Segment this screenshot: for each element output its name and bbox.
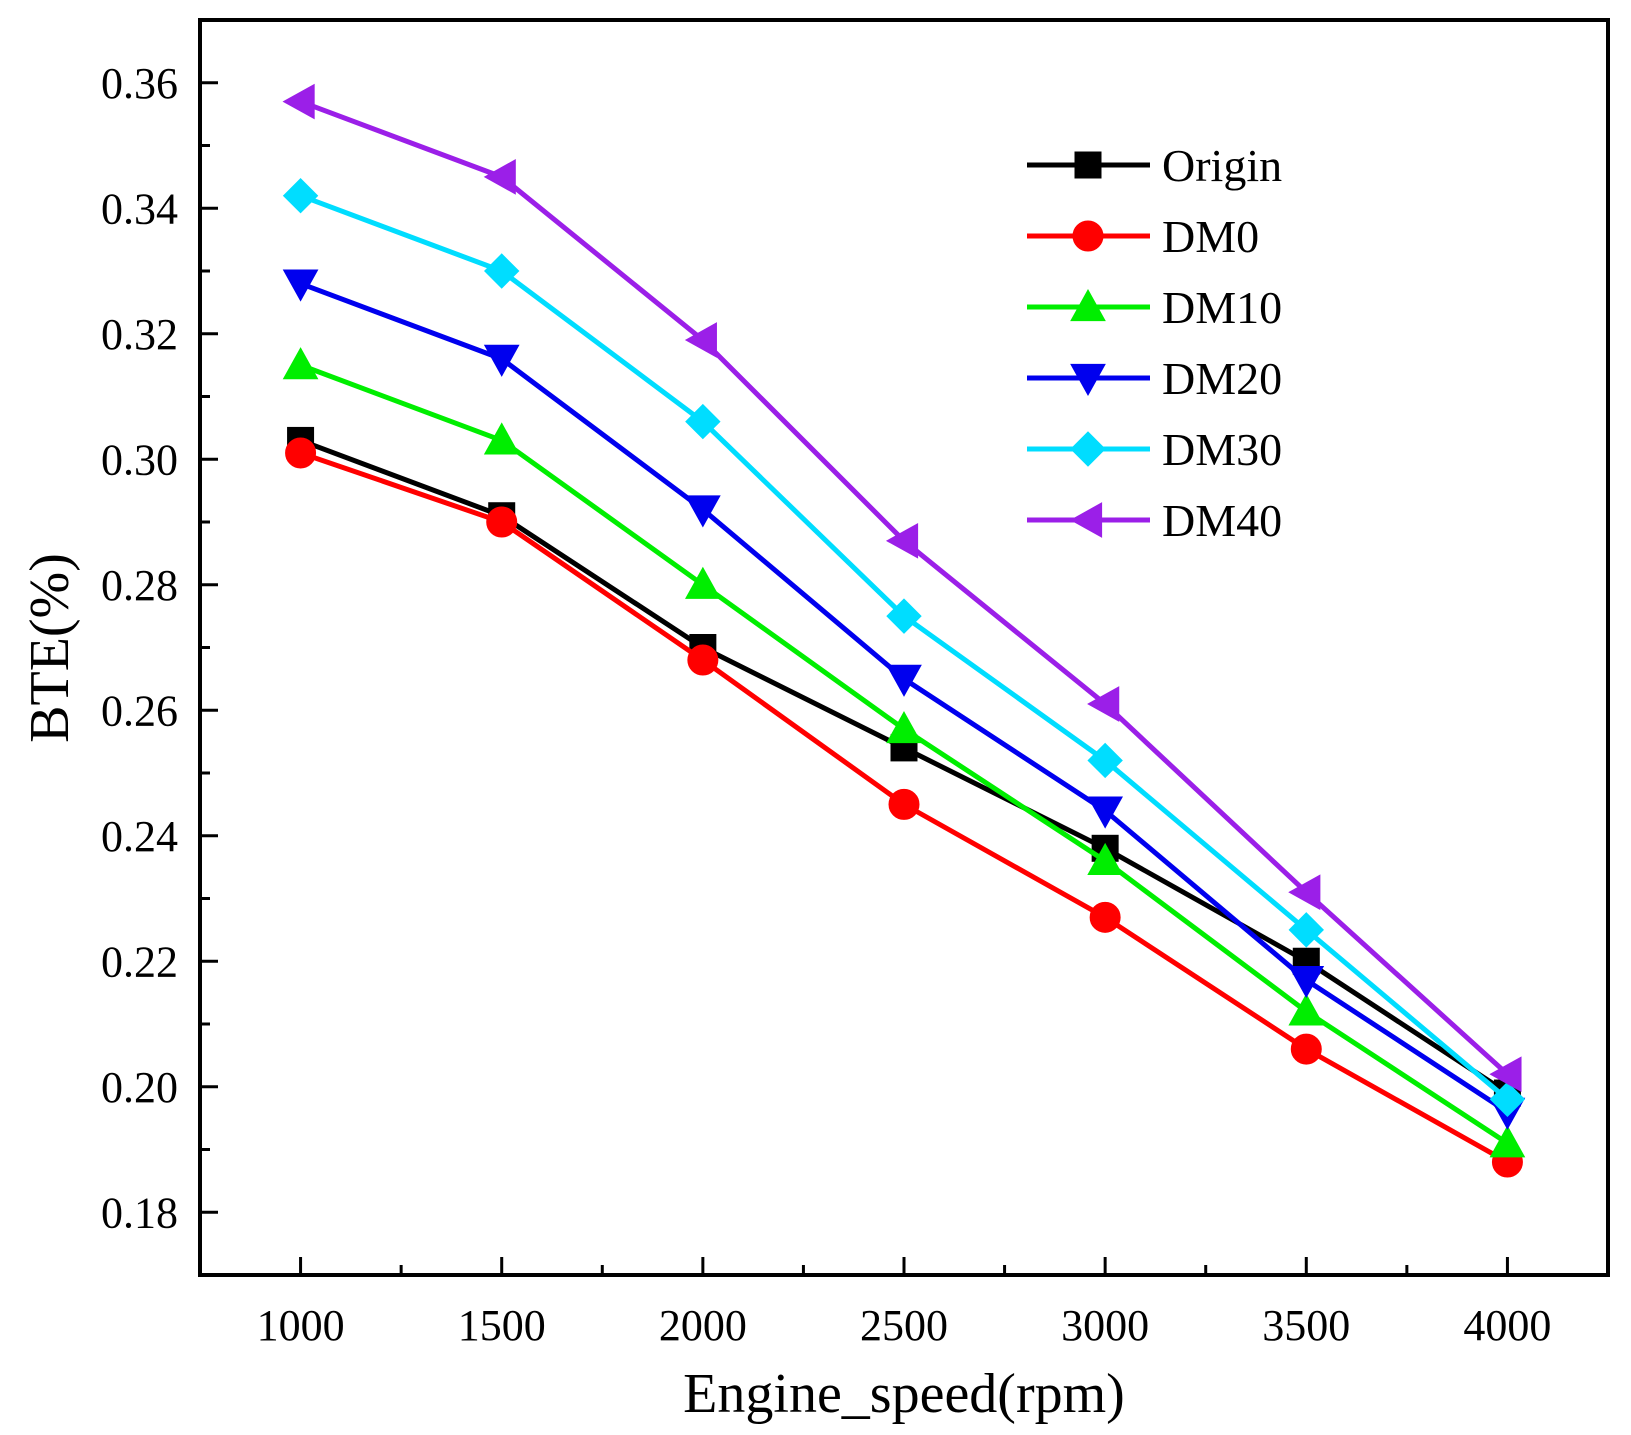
data-point <box>687 644 719 676</box>
legend-marker <box>1074 151 1102 179</box>
x-tick-label: 2500 <box>860 1301 948 1350</box>
data-point <box>1489 1056 1522 1093</box>
legend-marker <box>1069 502 1103 538</box>
data-point <box>1288 993 1325 1026</box>
series-line <box>299 99 1510 1077</box>
legend-label: Origin <box>1162 140 1282 191</box>
x-tick-label: 4000 <box>1463 1301 1551 1350</box>
data-point <box>282 83 315 120</box>
x-tick-label: 3500 <box>1262 1301 1350 1350</box>
y-tick-label: 0.26 <box>101 686 178 735</box>
series-dm20 <box>282 269 1526 1130</box>
data-point <box>885 522 919 559</box>
series-dm10 <box>282 347 1526 1158</box>
data-point <box>1087 686 1120 722</box>
data-point <box>888 788 920 820</box>
x-tick-labels: 1000 1500 2000 2500 3000 3500 4000 <box>257 1301 1552 1350</box>
series-layer <box>282 83 1526 1178</box>
legend-marker <box>1070 288 1106 322</box>
data-point <box>886 598 922 634</box>
legend: Origin DM0 DM10 DM20 DM30 DM40 <box>1027 140 1282 546</box>
y-tick-label: 0.18 <box>101 1188 178 1237</box>
y-tick-labels: 0.18 0.20 0.22 0.24 0.26 0.28 0.30 0.32 0.34 0.36 <box>101 59 178 1238</box>
data-point <box>1087 842 1123 875</box>
data-point <box>685 403 721 440</box>
legend-label: DM20 <box>1162 353 1282 404</box>
data-point <box>886 664 922 697</box>
y-tick-label: 0.34 <box>101 184 178 233</box>
x-tick-label: 2000 <box>659 1301 747 1350</box>
plot-frame <box>198 18 1610 1277</box>
y-tick-label: 0.20 <box>101 1063 178 1112</box>
data-point <box>1288 965 1325 999</box>
axis-ticks <box>200 18 1509 1275</box>
data-point <box>483 422 520 455</box>
legend-item-dm0: DM0 <box>1027 211 1259 262</box>
y-tick-label: 0.36 <box>101 59 178 108</box>
legend-marker <box>1070 431 1106 467</box>
data-point <box>486 506 518 538</box>
data-point <box>1288 874 1321 911</box>
legend-marker <box>1070 363 1106 397</box>
data-point <box>282 177 319 214</box>
legend-item-dm10: DM10 <box>1027 282 1282 333</box>
legend-item-origin: Origin <box>1027 140 1282 191</box>
legend-item-dm20: DM20 <box>1027 353 1282 404</box>
data-point <box>282 269 319 302</box>
legend-marker <box>1072 220 1104 252</box>
series-line <box>299 281 1509 1114</box>
data-point <box>483 159 516 195</box>
data-point <box>685 495 721 528</box>
data-point <box>282 347 319 380</box>
series-origin <box>287 426 1521 1107</box>
x-tick-label: 1500 <box>458 1301 546 1350</box>
y-tick-label: 0.30 <box>101 435 178 484</box>
data-point <box>1089 901 1121 933</box>
legend-label: DM30 <box>1162 424 1282 475</box>
x-axis-title: Engine_speed(rpm) <box>683 1363 1125 1425</box>
y-tick-label: 0.28 <box>101 561 178 610</box>
data-point <box>1489 1125 1526 1158</box>
data-point <box>685 566 721 599</box>
series-dm40 <box>282 83 1522 1093</box>
series-dm30 <box>282 177 1526 1118</box>
legend-item-dm30: DM30 <box>1027 424 1282 475</box>
series-line <box>299 193 1510 1102</box>
x-tick-label: 3000 <box>1061 1301 1149 1350</box>
data-point <box>684 322 717 358</box>
x-tick-label: 1000 <box>257 1301 345 1350</box>
data-point <box>1087 742 1123 779</box>
legend-label: DM10 <box>1162 282 1282 333</box>
data-point <box>886 711 922 744</box>
data-point <box>1087 796 1123 829</box>
data-point <box>483 344 520 377</box>
legend-label: DM40 <box>1162 495 1282 546</box>
y-axis-title: BTE(%) <box>19 553 81 743</box>
y-tick-label: 0.32 <box>101 310 178 359</box>
data-point <box>1290 1033 1322 1065</box>
data-point <box>484 253 520 289</box>
y-tick-label: 0.22 <box>101 937 178 986</box>
legend-item-dm40: DM40 <box>1027 495 1282 546</box>
y-tick-label: 0.24 <box>101 812 178 861</box>
legend-label: DM0 <box>1162 211 1259 262</box>
data-point <box>1288 912 1324 948</box>
data-point <box>1489 1081 1526 1118</box>
data-point <box>285 437 317 469</box>
